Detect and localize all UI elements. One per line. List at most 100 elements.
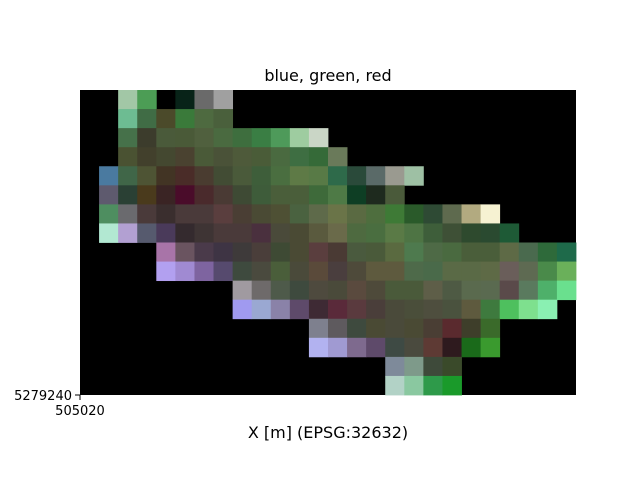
raster-cell (328, 223, 348, 243)
raster-cell (423, 280, 443, 301)
raster-cell (499, 242, 520, 262)
raster-cell (175, 109, 195, 129)
raster-cell (308, 242, 329, 262)
raster-cell (289, 166, 310, 186)
raster-cell (404, 280, 424, 301)
raster-cell (232, 261, 253, 282)
raster-cell (366, 318, 386, 339)
raster-cell (289, 204, 310, 224)
raster-cell (213, 204, 234, 224)
raster-cell (442, 242, 462, 262)
raster-cell (461, 261, 482, 282)
raster-cell (328, 185, 348, 205)
raster-cell (480, 318, 501, 339)
raster-cell (308, 128, 329, 148)
raster-cell (308, 204, 329, 224)
raster-cell (366, 337, 386, 358)
raster-cell (423, 318, 443, 339)
raster-cell (347, 299, 367, 320)
raster-cell (328, 204, 348, 224)
y-tick-label: 5279240 (14, 389, 72, 404)
raster-cell (308, 280, 329, 301)
y-axis-ticks: 5279240 (14, 389, 80, 404)
raster-cell (404, 166, 424, 186)
raster-cell (213, 261, 234, 282)
raster-cell (556, 261, 577, 282)
raster-cell (442, 375, 462, 396)
raster-cell (423, 299, 443, 320)
raster-cell (366, 299, 386, 320)
raster-cell (461, 318, 482, 339)
raster-cell (289, 185, 310, 205)
raster-cell (423, 261, 443, 282)
raster-cell (308, 223, 329, 243)
raster-cell (347, 261, 367, 282)
raster-cell (404, 299, 424, 320)
raster-cell (137, 90, 157, 110)
raster-cell (385, 166, 405, 186)
raster-cell (289, 280, 310, 301)
raster-cell (175, 261, 195, 282)
raster-cell (442, 223, 462, 243)
raster-cell (118, 128, 138, 148)
raster-cell (328, 166, 348, 186)
raster-cell (461, 280, 482, 301)
raster-cell (156, 109, 176, 129)
raster-cell (442, 299, 462, 320)
raster-cell (442, 261, 462, 282)
raster-cell (270, 280, 291, 301)
raster-cell (423, 204, 443, 224)
raster-cell (289, 299, 310, 320)
raster-cell (499, 299, 520, 320)
raster-cell (385, 356, 405, 377)
raster-cell (137, 223, 157, 243)
raster-cell (175, 185, 195, 205)
x-axis-label: X [m] (EPSG:32632) (248, 423, 408, 442)
raster-cell (308, 299, 329, 320)
raster-cell (366, 242, 386, 262)
raster-cell (156, 204, 176, 224)
raster-cell (232, 147, 253, 167)
raster-cell (289, 223, 310, 243)
raster-cell (537, 280, 558, 301)
raster-cell (137, 185, 157, 205)
raster-cell (404, 356, 424, 377)
raster-cell (404, 223, 424, 243)
raster-cell (366, 166, 386, 186)
raster-cell (289, 242, 310, 262)
raster-cell (270, 204, 291, 224)
raster-cell (347, 242, 367, 262)
raster-cell (366, 185, 386, 205)
raster-cell (118, 223, 138, 243)
raster-cell (251, 185, 272, 205)
raster-cell (251, 166, 272, 186)
raster-cell (461, 299, 482, 320)
raster-cell (232, 242, 253, 262)
raster-cell (537, 261, 558, 282)
raster-cell (251, 223, 272, 243)
raster-cell (137, 109, 157, 129)
raster-cell (385, 261, 405, 282)
raster-cell (289, 261, 310, 282)
raster-cell (308, 166, 329, 186)
raster-cell (232, 299, 253, 320)
raster-cell (175, 223, 195, 243)
raster-cell (385, 280, 405, 301)
raster-cell (556, 242, 577, 262)
raster-cell (175, 128, 195, 148)
raster-cell (385, 185, 405, 205)
raster-cell (137, 147, 157, 167)
raster-cell (404, 337, 424, 358)
raster-cell (118, 109, 138, 129)
raster-cell (518, 261, 539, 282)
raster-cell (118, 90, 138, 110)
raster-cell (251, 299, 272, 320)
raster-cell (99, 204, 119, 224)
raster-cell (99, 166, 119, 186)
raster-cell (423, 223, 443, 243)
raster-cell (194, 90, 214, 110)
raster-cell (328, 280, 348, 301)
x-tick-label: 505020 (55, 404, 105, 419)
raster-cell (156, 242, 176, 262)
raster-cell (347, 223, 367, 243)
